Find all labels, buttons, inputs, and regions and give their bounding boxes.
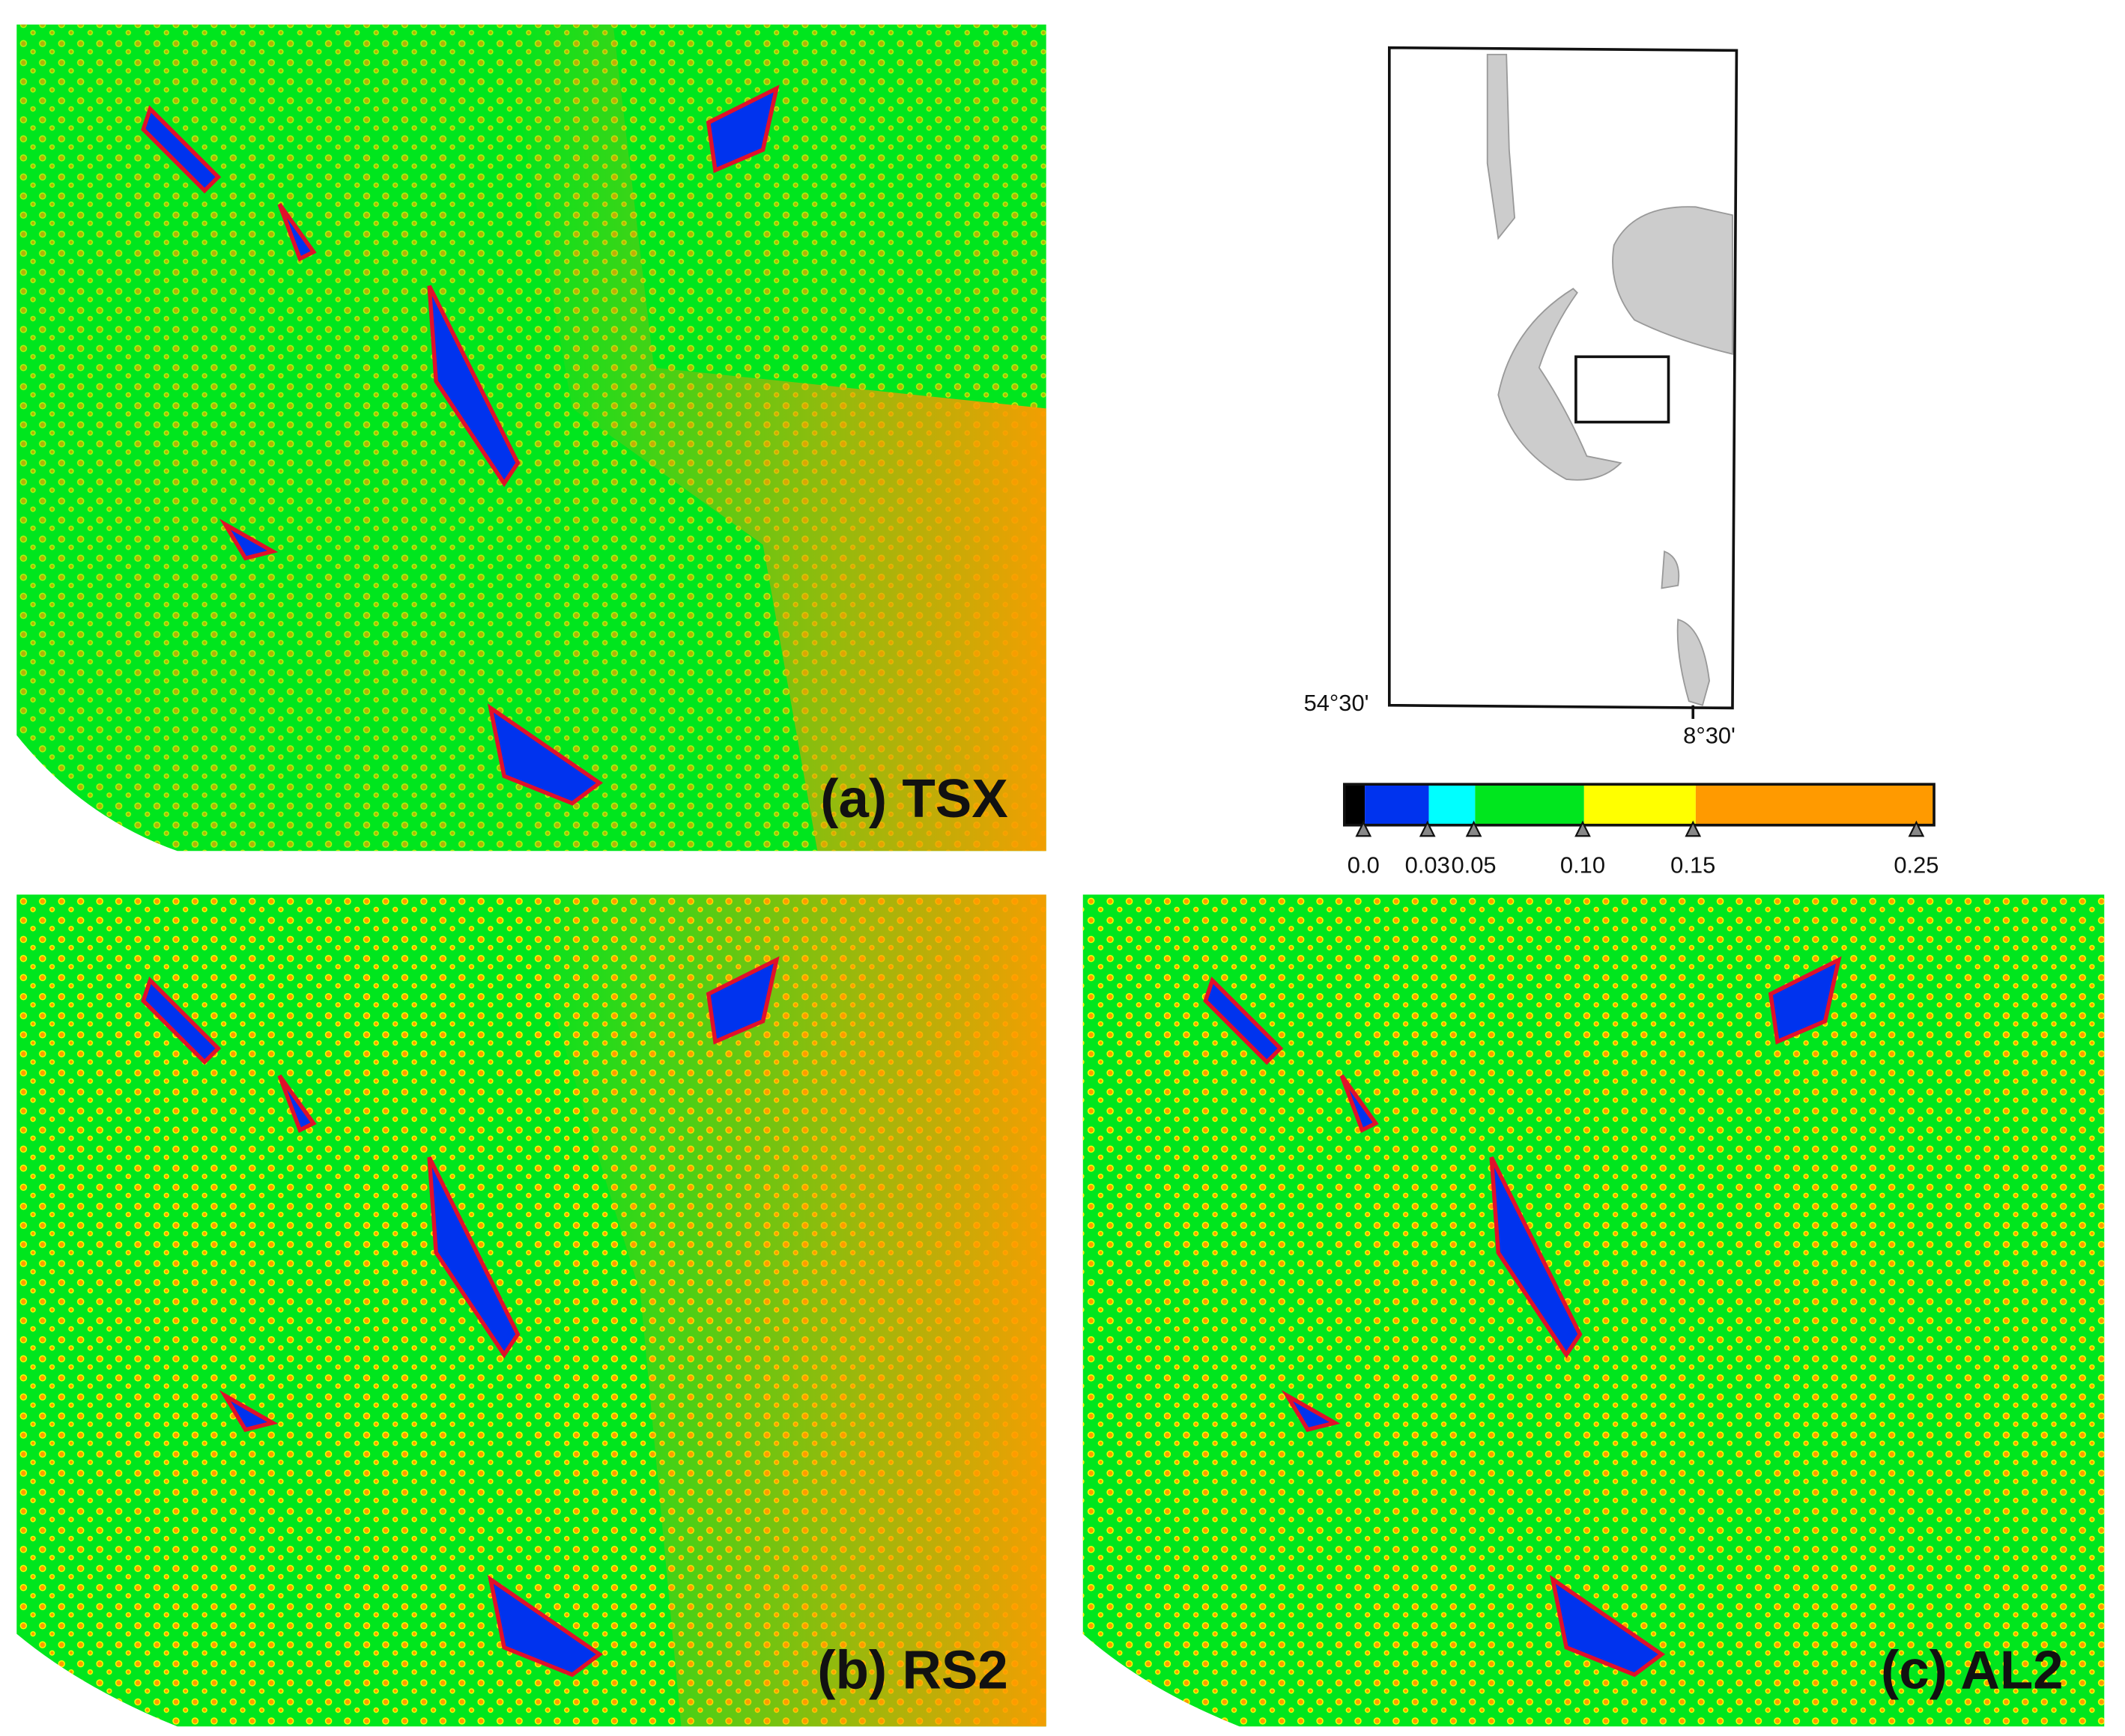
panel-c: (c) AL2 [1082,894,2105,1727]
colorbar-tick-label: 0.03 [1405,852,1450,878]
colorbar-tick [1419,820,1436,837]
locator-map: 54°30' 8°30' [1304,46,1739,749]
panel-b: (b) RS2 [16,894,1046,1727]
colorbar-segment [1428,784,1476,825]
panel-a: (a) TSX [16,24,1046,852]
colorbar-tick [1355,820,1372,837]
colorbar-tick-label: 0.0 [1348,852,1380,878]
panel-label: (b) RS2 [817,1639,1008,1700]
colorbar-segment [1695,784,1935,825]
colorbar-segment [1475,784,1584,825]
colorbar-segment [1583,784,1696,825]
panel-label: (c) AL2 [1881,1639,2064,1700]
panel-label: (a) TSX [820,768,1008,829]
colorbar-tick-label: 0.10 [1560,852,1605,878]
colorbar-tick-label: 0.25 [1894,852,1938,878]
colorbar-tick-label: 0.15 [1670,852,1715,878]
colorbar-tick [1465,820,1482,837]
colorbar-segment [1365,784,1429,825]
colorbar-tick-label: 0.05 [1451,852,1496,878]
lat-label: 54°30' [1304,690,1369,716]
lon-label: 8°30' [1683,723,1736,749]
colorbar-tick [1574,820,1591,837]
colorbar-segment [1344,784,1365,825]
colorbar-frame [1343,783,1935,827]
colorbar-tick [1908,820,1925,837]
colorbar-tick [1685,820,1702,837]
colorbar: 0.0 0.03 0.05 0.10 0.15 0.25 [1343,783,1938,878]
